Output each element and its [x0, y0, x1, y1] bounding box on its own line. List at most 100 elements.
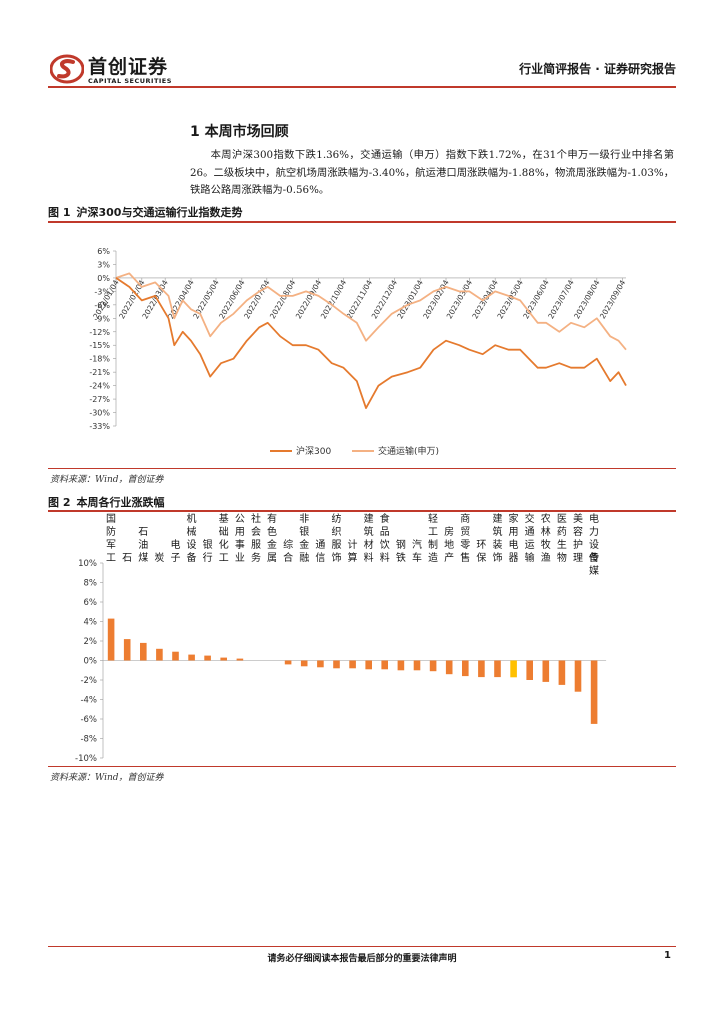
- figure1-source: 资料来源：Wind，首创证券: [50, 475, 164, 485]
- category-label-char: 贸: [460, 526, 470, 538]
- category-label-char: 电: [509, 538, 519, 551]
- category-label-char: 制: [428, 538, 438, 551]
- bar: [333, 660, 340, 669]
- bar: [558, 660, 566, 685]
- y-tick-label: 3%: [97, 260, 110, 269]
- category-label-char: 机: [187, 512, 197, 525]
- bar: [526, 660, 533, 680]
- y-tick-label: 6%: [84, 598, 98, 608]
- x-tick-label: 2023/09/04: [598, 278, 628, 320]
- category-label-char: 备: [187, 551, 197, 564]
- bar: [494, 660, 501, 678]
- category-label-char: 军: [106, 539, 116, 551]
- category-label-char: 食: [380, 512, 390, 525]
- category-label-char: 用: [509, 527, 519, 538]
- category-label-char: 车: [412, 551, 422, 564]
- category-label-char: 媒: [589, 565, 599, 577]
- category-label-char: 运: [525, 539, 535, 551]
- category-label-char: 钢: [396, 538, 406, 551]
- category-label-char: 材: [364, 538, 374, 551]
- category-label-char: 有: [267, 512, 277, 525]
- figure1-title-text: 沪深300与交通运输行业指数走势: [76, 206, 243, 219]
- category-label-char: 业: [235, 552, 245, 564]
- category-label-char: 造: [428, 551, 438, 564]
- category-label-char: 行: [203, 551, 213, 564]
- category-label-char: 牧: [541, 538, 551, 551]
- figure2-title-text: 本周各行业涨跌幅: [76, 496, 165, 509]
- category-label-char: 筑: [364, 525, 374, 538]
- document-type: 行业简评报告 · 证券研究报告: [519, 62, 676, 76]
- category-label-char: 农: [541, 512, 551, 525]
- category-label-char: 理: [573, 552, 583, 564]
- bar: [300, 660, 308, 667]
- category-label-char: 械: [187, 525, 197, 538]
- x-tick-label: 2022/05/04: [191, 278, 221, 320]
- y-tick-label: 8%: [84, 579, 98, 589]
- bar: [140, 642, 147, 661]
- category-label-char: 信: [315, 552, 325, 564]
- category-label-char: 色: [267, 525, 277, 538]
- bar: [574, 660, 582, 692]
- category-label-char: 力: [589, 525, 599, 538]
- category-label-char: 综: [283, 538, 293, 551]
- category-label-char: 铁: [396, 551, 406, 564]
- x-tick-label: 2023/07/04: [546, 278, 576, 320]
- y-tick-label: -24%: [89, 382, 110, 391]
- category-label-char: 非: [299, 513, 309, 525]
- bar: [123, 639, 131, 661]
- category-label-char: 饰: [331, 551, 341, 564]
- category-label-char: 用: [235, 527, 245, 538]
- bar: [413, 660, 421, 671]
- bar: [365, 660, 372, 670]
- category-label-char: 金: [267, 538, 277, 551]
- category-label-char: 设: [589, 539, 599, 551]
- category-label-char: 国: [106, 513, 116, 525]
- x-tick-label: 2023/08/04: [572, 278, 602, 320]
- category-label-char: 础: [219, 526, 229, 538]
- bar: [188, 654, 195, 661]
- category-label-char: 产: [444, 551, 454, 564]
- figure2-bottom-rule: [48, 766, 676, 767]
- category-label-char: 汽: [412, 538, 422, 551]
- y-tick-label: -4%: [80, 696, 97, 706]
- category-label-char: 计: [348, 538, 358, 551]
- y-tick-label: -27%: [89, 395, 110, 404]
- y-tick-label: -30%: [89, 409, 110, 418]
- category-label-char: 工: [219, 553, 229, 564]
- paragraph-text: 本周沪深300指数下跌1.36%，交通运输（申万）指数下跌1.72%，在31个申…: [190, 149, 674, 196]
- category-label-char: 工: [428, 527, 438, 538]
- bar: [510, 660, 517, 678]
- category-label-char: 织: [331, 526, 341, 538]
- bar: [462, 660, 469, 677]
- y-tick-label: -10%: [75, 754, 97, 764]
- category-label-char: 化: [219, 538, 229, 551]
- y-tick-label: 0%: [84, 657, 98, 667]
- category-label-char: 会: [251, 525, 261, 538]
- section-paragraph: 本周沪深300指数下跌1.36%，交通运输（申万）指数下跌1.72%，在31个申…: [190, 147, 674, 200]
- category-label-char: 售: [460, 551, 470, 564]
- x-tick-label: 2022/08/04: [268, 278, 298, 320]
- figure1-title: 图 1 沪深300与交通运输行业指数走势: [48, 204, 242, 220]
- x-tick-label: 2022/12/04: [370, 278, 400, 320]
- category-label-char: 渔: [541, 552, 551, 564]
- category-label-char: 服: [251, 539, 261, 551]
- bar: [445, 660, 453, 675]
- bar: [156, 648, 163, 661]
- bar: [107, 618, 115, 661]
- category-label-char: 石: [122, 553, 132, 564]
- y-tick-label: -6%: [94, 301, 110, 310]
- series-line-transport: [115, 272, 627, 351]
- y-tick-label: 6%: [97, 247, 110, 256]
- category-label-char: 生: [557, 538, 567, 551]
- legend-label: 交通运输(申万): [378, 445, 439, 457]
- category-label-char: 防: [106, 525, 116, 538]
- category-label-char: 建: [364, 512, 374, 525]
- category-label-char: 务: [251, 551, 261, 564]
- header-divider: [48, 86, 676, 88]
- category-label-char: 银: [299, 525, 309, 538]
- figure2-source: 资料来源：Wind，首创证券: [50, 773, 164, 783]
- category-label-char: 容: [573, 525, 583, 538]
- category-label-char: 通: [315, 539, 325, 551]
- y-tick-label: -6%: [80, 715, 97, 725]
- category-label-char: 饮: [380, 538, 390, 551]
